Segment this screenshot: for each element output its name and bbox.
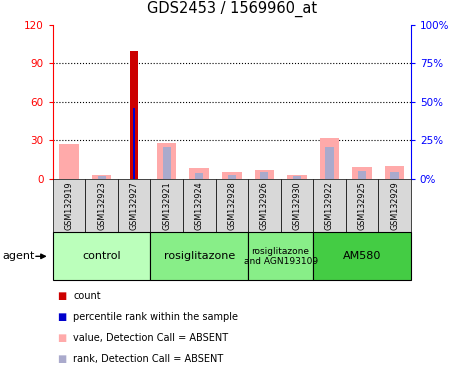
Text: GDS2453 / 1569960_at: GDS2453 / 1569960_at <box>147 1 317 17</box>
Text: GSM132927: GSM132927 <box>129 181 139 230</box>
Bar <box>385 166 404 179</box>
Text: GSM132929: GSM132929 <box>390 181 399 230</box>
Bar <box>222 172 241 179</box>
Text: GSM132921: GSM132921 <box>162 181 171 230</box>
Text: GSM132923: GSM132923 <box>97 181 106 230</box>
Text: percentile rank within the sample: percentile rank within the sample <box>73 312 238 322</box>
Bar <box>319 137 339 179</box>
Bar <box>92 175 112 179</box>
Bar <box>190 168 209 179</box>
Bar <box>358 171 366 179</box>
Bar <box>130 51 138 179</box>
Text: count: count <box>73 291 101 301</box>
Text: rosiglitazone: rosiglitazone <box>163 251 235 262</box>
Text: agent: agent <box>2 251 35 262</box>
Text: rosiglitazone
and AGN193109: rosiglitazone and AGN193109 <box>244 247 318 266</box>
Text: ■: ■ <box>57 312 67 322</box>
Text: ■: ■ <box>57 354 67 364</box>
Bar <box>133 108 135 179</box>
Bar <box>162 147 171 179</box>
Bar <box>195 174 203 179</box>
Bar <box>97 176 106 179</box>
Bar <box>59 144 79 179</box>
Text: rank, Detection Call = ABSENT: rank, Detection Call = ABSENT <box>73 354 224 364</box>
Text: ■: ■ <box>57 333 67 343</box>
Bar <box>228 175 236 179</box>
Text: GSM132930: GSM132930 <box>292 181 302 230</box>
Text: GSM132925: GSM132925 <box>358 181 366 230</box>
Text: GSM132922: GSM132922 <box>325 181 334 230</box>
Bar <box>287 175 307 179</box>
Bar <box>325 147 334 179</box>
Text: value, Detection Call = ABSENT: value, Detection Call = ABSENT <box>73 333 229 343</box>
Text: GSM132926: GSM132926 <box>260 181 269 230</box>
Bar <box>157 143 176 179</box>
Text: AM580: AM580 <box>343 251 381 262</box>
Text: control: control <box>82 251 121 262</box>
Text: GSM132919: GSM132919 <box>65 181 73 230</box>
Bar <box>352 167 372 179</box>
Bar <box>255 170 274 179</box>
Bar <box>391 172 398 179</box>
Text: GSM132924: GSM132924 <box>195 181 204 230</box>
Bar <box>293 176 301 179</box>
Text: GSM132928: GSM132928 <box>227 181 236 230</box>
Bar <box>260 172 269 179</box>
Text: ■: ■ <box>57 291 67 301</box>
